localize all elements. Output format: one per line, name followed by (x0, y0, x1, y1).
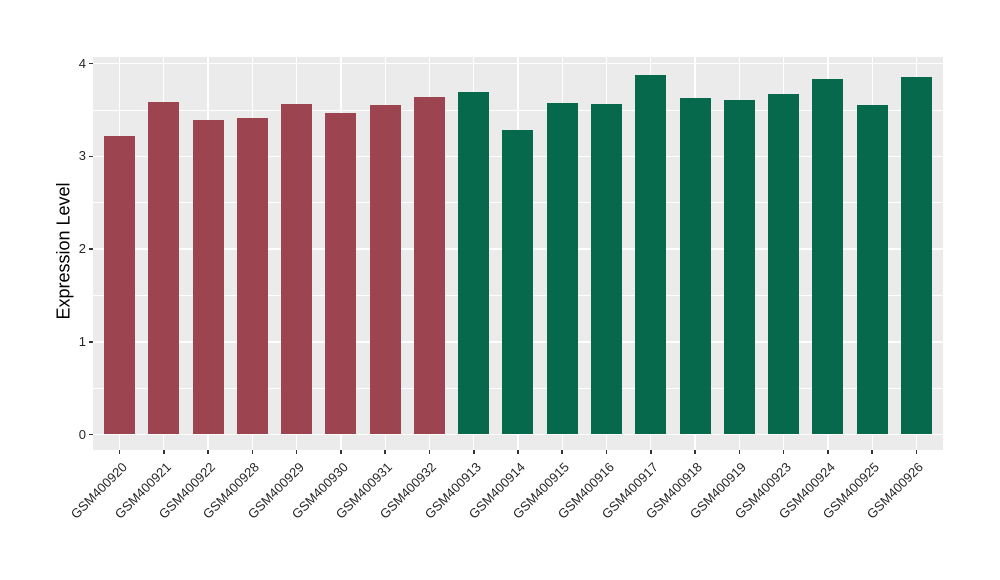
bar-GSM400914 (502, 129, 534, 435)
bar-GSM400922 (192, 120, 224, 435)
x-tick-mark (650, 450, 652, 454)
y-tick-label: 0 (78, 426, 86, 442)
y-tick-mark (89, 248, 93, 250)
x-tick-mark (561, 450, 564, 454)
bar-GSM400913 (458, 91, 490, 435)
bar-GSM400917 (635, 74, 667, 435)
bar-GSM400916 (591, 103, 623, 435)
x-tick-mark (915, 450, 918, 454)
plot-panel (93, 57, 943, 450)
x-tick-mark (251, 450, 254, 454)
bar-GSM400924 (812, 78, 844, 435)
bar-GSM400928 (236, 118, 268, 435)
bar-GSM400931 (369, 105, 401, 435)
bar-GSM400929 (281, 104, 313, 435)
bar-GSM400926 (900, 76, 932, 435)
x-tick-mark (605, 450, 608, 454)
x-tick-mark (207, 450, 209, 454)
x-tick-mark (694, 450, 696, 454)
x-tick-mark (118, 450, 121, 454)
x-tick-mark (782, 450, 785, 454)
bar-GSM400920 (104, 136, 136, 435)
x-tick-mark (827, 450, 829, 454)
x-tick-mark (517, 450, 519, 454)
y-tick-label: 4 (78, 55, 86, 71)
y-tick-mark (89, 341, 93, 343)
bar-GSM400918 (679, 97, 711, 435)
bar-GSM400930 (325, 112, 357, 435)
bar-GSM400919 (723, 99, 755, 435)
bar-GSM400923 (768, 94, 800, 435)
bar-GSM400915 (546, 102, 578, 435)
y-tick-label: 2 (78, 241, 86, 257)
x-tick-mark (871, 450, 873, 454)
y-tick-mark (89, 62, 93, 65)
x-tick-mark (295, 450, 298, 454)
y-tick-label: 1 (78, 333, 86, 349)
bar-GSM400932 (413, 97, 445, 435)
y-tick-label: 3 (78, 148, 86, 164)
x-tick-mark (738, 450, 741, 454)
x-tick-mark (163, 450, 165, 454)
y-tick-mark (89, 433, 93, 436)
x-tick-mark (472, 450, 475, 454)
bar-GSM400921 (148, 101, 180, 435)
bar-GSM400925 (856, 105, 888, 435)
x-tick-mark (428, 450, 431, 454)
y-tick-mark (89, 155, 93, 158)
x-tick-mark (340, 450, 342, 454)
x-tick-mark (384, 450, 386, 454)
